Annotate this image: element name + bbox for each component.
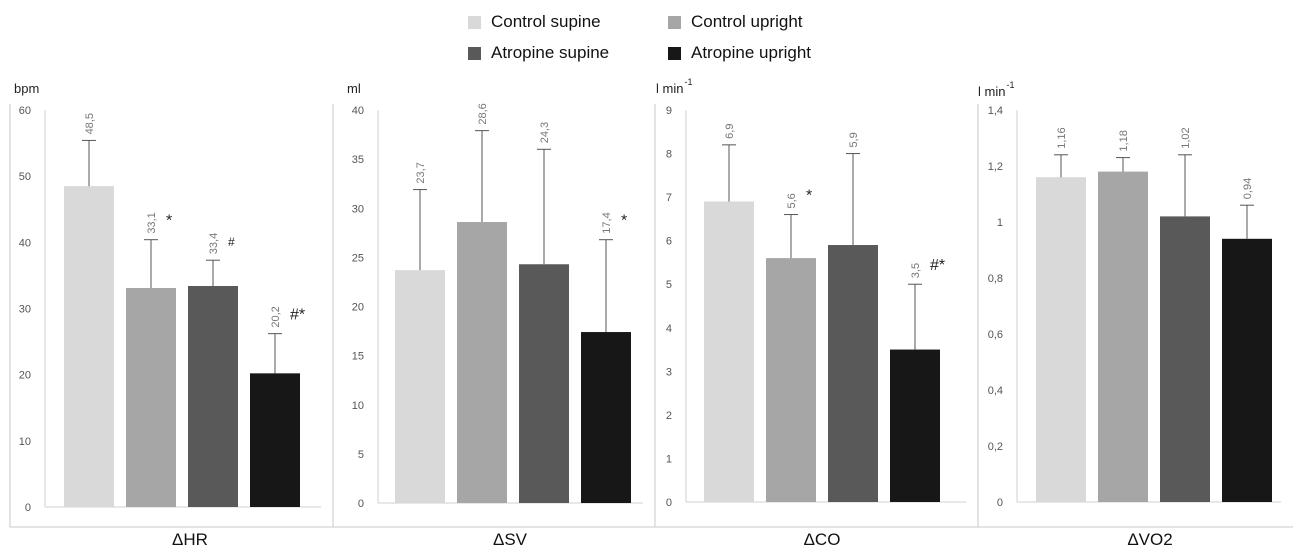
legend-item-control-supine: Control supine <box>468 12 601 32</box>
bar-control-upright <box>457 222 507 503</box>
x-axis-label: ΔVO2 <box>1127 530 1172 549</box>
y-tick-label: 1 <box>997 217 1003 229</box>
y-tick-label: 20 <box>352 302 364 314</box>
data-label: 48,5 <box>84 113 96 134</box>
y-tick-label: 0 <box>25 502 31 514</box>
y-tick-label: 0,8 <box>988 273 1003 285</box>
bar-atropine-upright <box>250 373 300 507</box>
bar-atropine-upright <box>581 332 631 503</box>
bar-control-upright <box>766 258 816 502</box>
bar-control-supine <box>64 186 114 507</box>
y-tick-label: 0 <box>358 498 364 510</box>
significance-mark: * <box>166 213 172 230</box>
data-label: 0,94 <box>1242 178 1254 199</box>
y-tick-label: 40 <box>19 237 31 249</box>
legend-item-atropine-supine: Atropine supine <box>468 43 609 63</box>
legend-swatch-control-upright <box>668 15 681 29</box>
legend-swatch-atropine-upright <box>668 46 681 60</box>
significance-mark: # <box>228 235 235 249</box>
bar-control-supine <box>1036 177 1086 502</box>
data-label: 23,7 <box>415 162 427 183</box>
y-tick-label: 4 <box>666 323 672 335</box>
y-tick-label: 5 <box>358 449 364 461</box>
significance-mark: #* <box>930 257 945 274</box>
bar-atropine-supine <box>828 245 878 502</box>
bar-atropine-supine <box>1160 216 1210 502</box>
y-tick-label: 20 <box>19 370 31 382</box>
bar-atropine-supine <box>519 264 569 503</box>
y-tick-label: 35 <box>352 154 364 166</box>
legend: Control supine Control upright Atropine … <box>468 10 868 70</box>
y-tick-label: 3 <box>666 366 672 378</box>
y-tick-label: 0 <box>997 497 1003 509</box>
data-label: 24,3 <box>539 122 551 143</box>
legend-label: Atropine upright <box>691 43 812 62</box>
x-axis-label: ΔCO <box>804 530 841 549</box>
bar-control-upright <box>1098 171 1148 502</box>
y-unit-superscript: -1 <box>684 77 692 87</box>
data-label: 33,4 <box>208 233 220 254</box>
y-tick-label: 1 <box>666 453 672 465</box>
y-unit-label: bpm <box>14 81 39 96</box>
bar-control-upright <box>126 287 176 507</box>
legend-item-control-upright: Control upright <box>668 12 803 32</box>
bar-atropine-upright <box>890 349 940 502</box>
data-label: 5,6 <box>786 193 798 208</box>
y-unit-superscript: -1 <box>1006 80 1014 90</box>
x-axis-label: ΔHR <box>172 530 208 549</box>
y-tick-label: 2 <box>666 410 672 422</box>
data-label: 20,2 <box>270 306 282 327</box>
y-tick-label: 30 <box>19 304 31 316</box>
y-tick-label: 10 <box>352 400 364 412</box>
data-label: 17,4 <box>601 212 613 233</box>
y-tick-label: 0 <box>666 497 672 509</box>
y-tick-label: 9 <box>666 105 672 117</box>
legend-swatch-atropine-supine <box>468 46 481 60</box>
y-tick-label: 5 <box>666 279 672 291</box>
y-tick-label: 7 <box>666 192 672 204</box>
y-tick-label: 8 <box>666 149 672 161</box>
data-label: 33,1 <box>146 212 158 233</box>
y-tick-label: 40 <box>352 105 364 117</box>
data-label: 1,16 <box>1056 127 1068 148</box>
y-tick-label: 25 <box>352 252 364 264</box>
legend-label: Control upright <box>691 12 803 31</box>
data-label: 5,9 <box>848 132 860 147</box>
data-label: 28,6 <box>477 103 489 124</box>
legend-label: Control supine <box>491 12 601 31</box>
data-label: 1,18 <box>1118 130 1130 151</box>
data-label: 1,02 <box>1180 127 1192 148</box>
y-unit-label: l min <box>978 84 1005 99</box>
legend-item-atropine-upright: Atropine upright <box>668 43 811 63</box>
legend-label: Atropine supine <box>491 43 610 62</box>
y-tick-label: 0,4 <box>988 385 1003 397</box>
y-tick-label: 60 <box>19 105 31 117</box>
y-tick-label: 50 <box>19 171 31 183</box>
y-tick-label: 0,6 <box>988 329 1003 341</box>
significance-mark: * <box>806 188 812 205</box>
bar-atropine-supine <box>188 286 238 507</box>
y-tick-label: 1,2 <box>988 161 1003 173</box>
legend-swatch-control-supine <box>468 15 481 29</box>
significance-mark: * <box>621 213 627 230</box>
y-unit-label: l min <box>656 81 683 96</box>
data-label: 6,9 <box>724 124 736 139</box>
y-tick-label: 10 <box>19 436 31 448</box>
bar-atropine-upright <box>1222 238 1272 503</box>
significance-mark: #* <box>290 307 305 324</box>
bar-control-supine <box>704 201 754 502</box>
y-tick-label: 15 <box>352 351 364 363</box>
x-axis-label: ΔSV <box>493 530 528 549</box>
y-tick-label: 6 <box>666 236 672 248</box>
y-unit-label: ml <box>347 81 361 96</box>
data-label: 3,5 <box>910 263 922 278</box>
bar-control-supine <box>395 270 445 503</box>
y-tick-label: 1,4 <box>988 105 1003 117</box>
y-tick-label: 30 <box>352 203 364 215</box>
y-tick-label: 0,2 <box>988 441 1003 453</box>
